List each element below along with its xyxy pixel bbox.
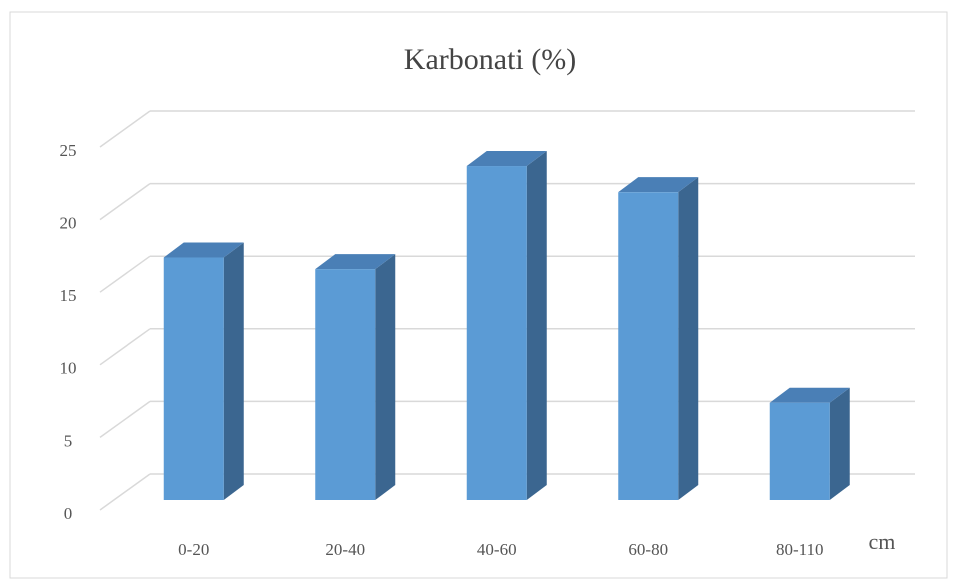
chart-title: Karbonati (%) xyxy=(404,43,576,76)
grid-line-side xyxy=(99,255,151,293)
bar xyxy=(618,192,679,500)
bar-side xyxy=(678,177,699,500)
x-tick-label: 60-80 xyxy=(628,540,668,559)
grid-line-side xyxy=(99,473,151,511)
x-tick-label: 80-110 xyxy=(776,540,824,559)
x-tick-label: 20-40 xyxy=(325,540,365,559)
y-tick-label: 20 xyxy=(60,214,77,233)
bar xyxy=(466,166,527,501)
bar xyxy=(315,269,376,500)
bar-side xyxy=(223,242,244,501)
grid-line-side xyxy=(99,110,151,148)
bar-top xyxy=(315,254,396,270)
y-tick-label: 10 xyxy=(60,359,77,378)
bar-side xyxy=(375,254,396,500)
y-tick-label: 25 xyxy=(60,141,77,160)
grid-line-side xyxy=(99,328,151,366)
y-tick-label: 0 xyxy=(64,504,73,523)
bar-top xyxy=(163,242,244,258)
x-tick-label: 40-60 xyxy=(477,540,517,559)
bar-side xyxy=(829,387,850,500)
bar-side xyxy=(526,151,547,501)
y-tick-label: 5 xyxy=(64,431,73,450)
bar-top xyxy=(618,177,699,193)
bar-top xyxy=(466,151,547,167)
y-tick-label: 15 xyxy=(60,286,77,305)
bar-top xyxy=(769,387,850,403)
bar xyxy=(163,257,224,500)
x-axis-label: cm xyxy=(869,529,896,554)
bar xyxy=(769,402,830,500)
grid-line-side xyxy=(99,182,151,221)
x-tick-label: 0-20 xyxy=(178,540,209,559)
grid-line-side xyxy=(99,400,151,439)
